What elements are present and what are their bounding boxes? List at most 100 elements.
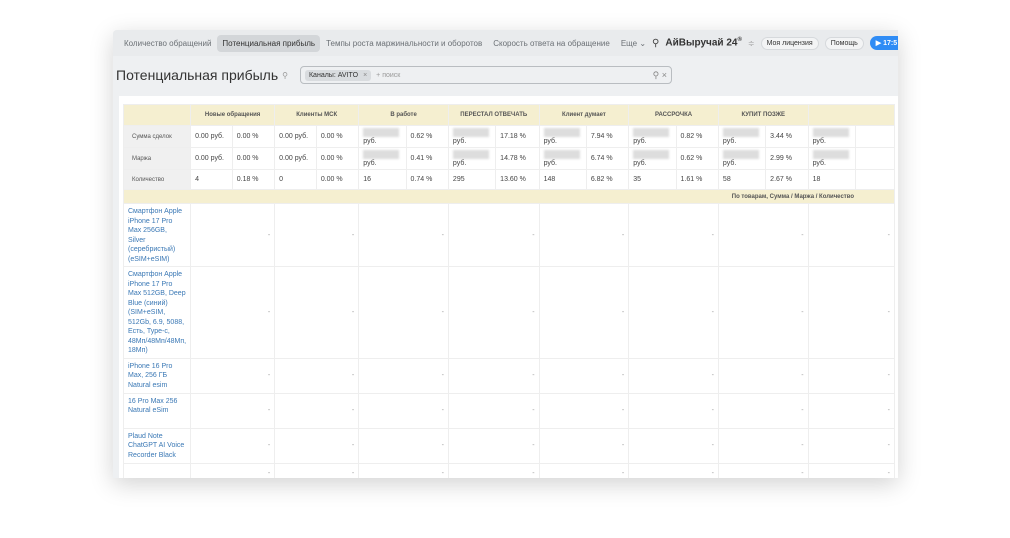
empty-cell: - xyxy=(538,427,630,464)
value-cell: руб. xyxy=(447,147,497,170)
more-label: Еще xyxy=(620,38,638,48)
empty-cell: - xyxy=(628,392,719,429)
empty-cell: - xyxy=(628,357,719,394)
row-label: Сумма сделок xyxy=(122,125,192,148)
remove-chip-icon[interactable]: × xyxy=(363,71,368,79)
filter-search-input[interactable]: Каналы: AVITO × + поиск ⚲ × xyxy=(299,66,672,84)
settings-icon[interactable]: ≑ xyxy=(747,38,755,48)
percent-cell: 0.00 % xyxy=(231,125,276,148)
percent-cell: 0.00 % xyxy=(231,147,276,170)
product-row: Смартфон Apple iPhone 17 Pro Max 512GB, … xyxy=(122,266,896,359)
empty-cell: - xyxy=(190,266,276,359)
empty-cell: - xyxy=(358,357,449,394)
chevron-down-icon: ⌄ xyxy=(639,38,647,48)
section-band: По товарам, Сумма / Маржа / Количество xyxy=(123,189,895,204)
value-cell: руб. xyxy=(538,147,587,170)
page-title: Потенциальная прибыль xyxy=(116,67,279,83)
filter-chip: Каналы: AVITO × xyxy=(304,69,372,81)
product-link[interactable]: Смартфон Apple iPhone 17 Pro Max 512GB, … xyxy=(122,266,192,359)
blurred-value xyxy=(812,128,849,137)
empty-cell: - xyxy=(190,203,276,267)
percent-cell: 0.00 % xyxy=(315,147,360,170)
timer-button[interactable]: ▶ 17:5 xyxy=(869,36,898,50)
value-cell: 0 xyxy=(274,169,317,190)
value-cell: руб. xyxy=(717,147,767,170)
product-row: Plaud Note ChatGPT AI Voice Recorder Bla… xyxy=(122,427,896,464)
value-cell: 18 xyxy=(807,169,856,190)
empty-cell: - xyxy=(358,427,449,464)
empty-cell: - xyxy=(628,462,719,478)
empty-cell: - xyxy=(447,203,540,267)
percent-cell xyxy=(854,169,896,190)
blurred-value xyxy=(452,150,489,159)
metric-row: Количество 4 0.18 % 0 0.00 % 16 0.74 % 295 13.60… xyxy=(122,169,896,190)
percent-cell: 6.82 % xyxy=(585,169,630,190)
value-cell: 0.00 руб. xyxy=(274,147,317,170)
empty-cell: - xyxy=(717,427,809,464)
header-row: Новые обращения Клиенты МСК В работе ПЕРЕСТ… xyxy=(122,104,896,126)
empty-cell: - xyxy=(274,203,360,267)
value-cell: 58 xyxy=(717,169,767,190)
percent-cell: 2.99 % xyxy=(765,147,809,170)
tab-margin-growth[interactable]: Темпы роста маржинальности и оборотов xyxy=(326,38,483,48)
product-row: iPhone 16 Pro Max, 256 ГБ Natural esim - -… xyxy=(122,357,896,394)
empty-cell: - xyxy=(447,427,540,464)
percent-cell: 0.00 % xyxy=(315,125,360,148)
tab-more[interactable]: Еще ⌄ xyxy=(616,35,651,52)
metric-row: Маржа 0.00 руб. 0.00 % 0.00 руб. 0.00 % руб. 0… xyxy=(122,147,896,170)
empty-cell: - xyxy=(538,462,630,478)
pin-icon[interactable]: ⚲ xyxy=(282,70,288,80)
clear-icon[interactable]: × xyxy=(661,69,667,80)
help-button[interactable]: Помощь xyxy=(824,36,864,50)
group-header: РАССРОЧКА xyxy=(628,104,719,126)
row-label: Количество xyxy=(122,169,192,190)
percent-cell: 14.78 % xyxy=(495,147,540,170)
empty-cell: - xyxy=(807,357,896,394)
empty-cell: - xyxy=(190,462,276,478)
tab-requests-count[interactable]: Количество обращений xyxy=(124,38,212,48)
product-link[interactable]: iPhone 16 Pro Max, 256 ГБ Natural esim xyxy=(122,357,192,394)
empty-cell: - xyxy=(538,357,630,394)
blurred-value xyxy=(722,128,759,137)
blurred-value xyxy=(363,150,400,159)
empty-cell: - xyxy=(717,462,809,478)
value-cell: руб. xyxy=(358,147,407,170)
product-link[interactable] xyxy=(122,462,192,478)
blurred-value xyxy=(633,150,670,159)
value-cell: руб. xyxy=(628,125,677,148)
percent-cell: 0.62 % xyxy=(405,125,449,148)
value-cell: руб. xyxy=(717,125,767,148)
group-header: КУПИТ ПОЗЖЕ xyxy=(717,104,809,126)
group-header: Клиенты МСК xyxy=(274,104,360,126)
value-cell: 148 xyxy=(538,169,587,190)
product-link[interactable]: 16 Pro Max 256 Natural eSim xyxy=(122,392,192,429)
tab-potential-profit[interactable]: Потенциальная прибыль xyxy=(217,34,321,52)
empty-cell: - xyxy=(807,462,896,478)
product-link[interactable]: Plaud Note ChatGPT AI Voice Recorder Bla… xyxy=(122,427,192,464)
license-button[interactable]: Моя лицензия xyxy=(760,36,819,50)
empty-cell: - xyxy=(447,462,540,478)
empty-cell: - xyxy=(628,203,719,267)
value-cell: 0.00 руб. xyxy=(274,125,317,148)
value-cell: руб. xyxy=(807,125,856,148)
percent-cell: 17.18 % xyxy=(495,125,540,148)
product-row: -------- xyxy=(122,462,896,478)
empty-cell: - xyxy=(358,266,449,359)
product-link[interactable]: Смартфон Apple iPhone 17 Pro Max 256GB, … xyxy=(122,203,192,267)
empty-cell: - xyxy=(274,357,360,394)
tab-response-speed[interactable]: Скорость ответа на обращение xyxy=(493,38,610,48)
search-icon[interactable]: ⚲ xyxy=(652,37,660,49)
percent-cell: 0.00 % xyxy=(315,169,360,190)
value-cell: руб. xyxy=(628,147,677,170)
percent-cell: 0.41 % xyxy=(405,147,449,170)
group-header: Клиент думает xyxy=(538,104,630,126)
empty-cell: - xyxy=(628,427,719,464)
search-icon[interactable]: ⚲ xyxy=(652,69,660,80)
empty-cell: - xyxy=(274,462,360,478)
metric-row: Сумма сделок 0.00 руб. 0.00 % 0.00 руб. 0.00… xyxy=(122,125,896,148)
value-cell: руб. xyxy=(447,125,497,148)
group-header: Новые обращения xyxy=(190,104,276,126)
blurred-value xyxy=(722,150,759,159)
value-cell: 16 xyxy=(358,169,407,190)
percent-cell xyxy=(854,147,896,170)
